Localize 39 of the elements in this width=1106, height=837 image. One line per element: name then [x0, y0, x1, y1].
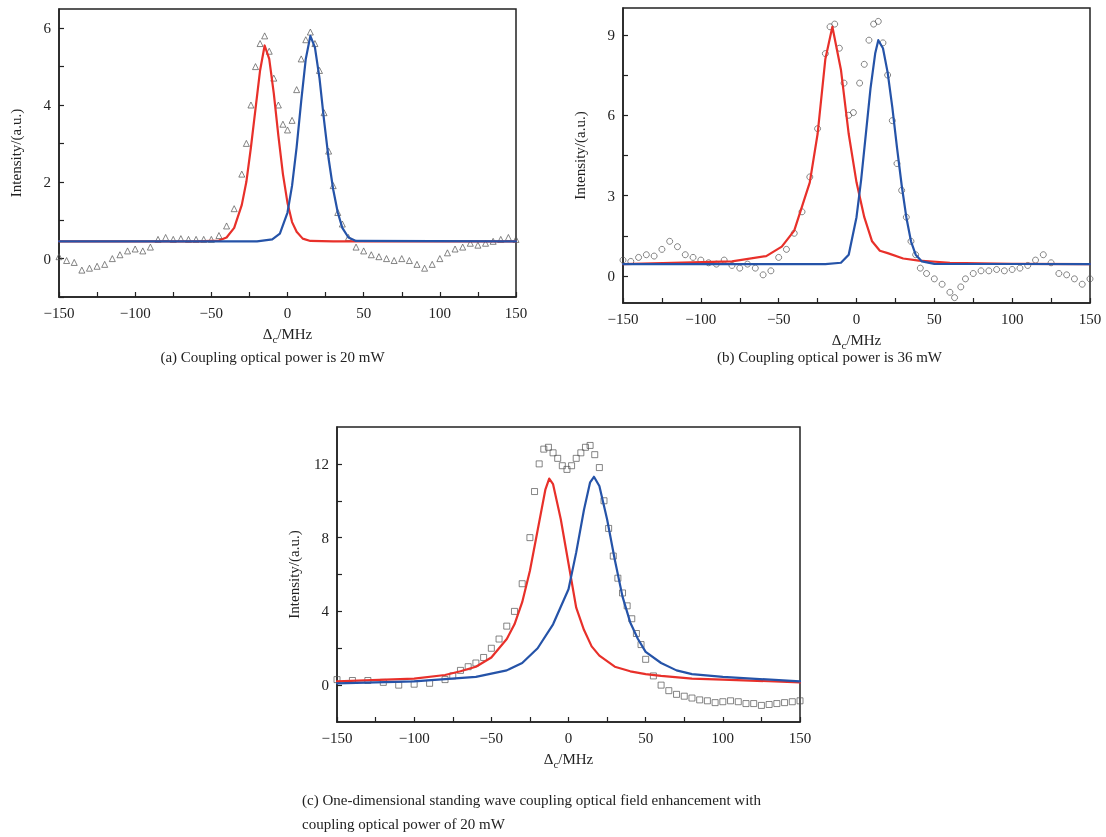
y-tick-label: 3: [607, 187, 615, 204]
x-tick-label: 100: [711, 729, 735, 746]
x-tick-label: −50: [766, 310, 791, 327]
y-tick-label: 4: [43, 97, 52, 113]
y-axis-title: Intensity/(a.u.): [285, 530, 303, 619]
x-tick-label: −100: [398, 729, 430, 746]
x-tick-label: 100: [1000, 310, 1024, 327]
y-tick-label: 0: [321, 677, 329, 694]
y-axis-title: Intensity/(a.u.): [571, 111, 589, 200]
text: (c) One-dimensional standing wave coupling optical field enhancement with coupling optical power of 20 mW: [302, 792, 765, 832]
x-tick-label: 50: [926, 310, 942, 327]
y-tick-label: 12: [314, 455, 329, 472]
y-tick-label: 9: [607, 26, 615, 43]
y-tick-label: 6: [607, 107, 616, 124]
x-tick-label: −150: [43, 304, 75, 321]
y-tick-label: 2: [43, 173, 51, 190]
x-tick-label: 150: [1078, 310, 1102, 327]
x-tick-label: 150: [788, 729, 812, 746]
x-tick-label: 0: [852, 310, 861, 327]
x-tick-label: 0: [564, 729, 573, 746]
x-tick-label: 150: [504, 304, 528, 321]
y-tick-label: 8: [321, 529, 329, 546]
x-tick-label: −50: [199, 304, 224, 321]
x-tick-label: −150: [607, 310, 639, 327]
y-axis-title: Intensity/(a.u.): [7, 108, 25, 198]
text: (a) Coupling optical power is 20 mW: [160, 349, 386, 366]
x-tick-label: 50: [356, 304, 372, 321]
x-tick-label: 0: [283, 304, 292, 321]
x-tick-label: −50: [479, 729, 504, 746]
x-tick-label: −100: [119, 304, 151, 321]
y-tick-label: 0: [607, 268, 615, 285]
x-tick-label: 100: [428, 304, 452, 321]
text: (b) Coupling optical power is 36 mW: [717, 349, 943, 366]
y-tick-label: 4: [321, 603, 330, 620]
x-tick-label: −150: [321, 729, 353, 746]
y-tick-label: 6: [43, 20, 52, 37]
x-tick-label: 50: [638, 729, 654, 746]
y-tick-label: 0: [43, 250, 51, 267]
x-tick-label: −100: [685, 310, 717, 327]
